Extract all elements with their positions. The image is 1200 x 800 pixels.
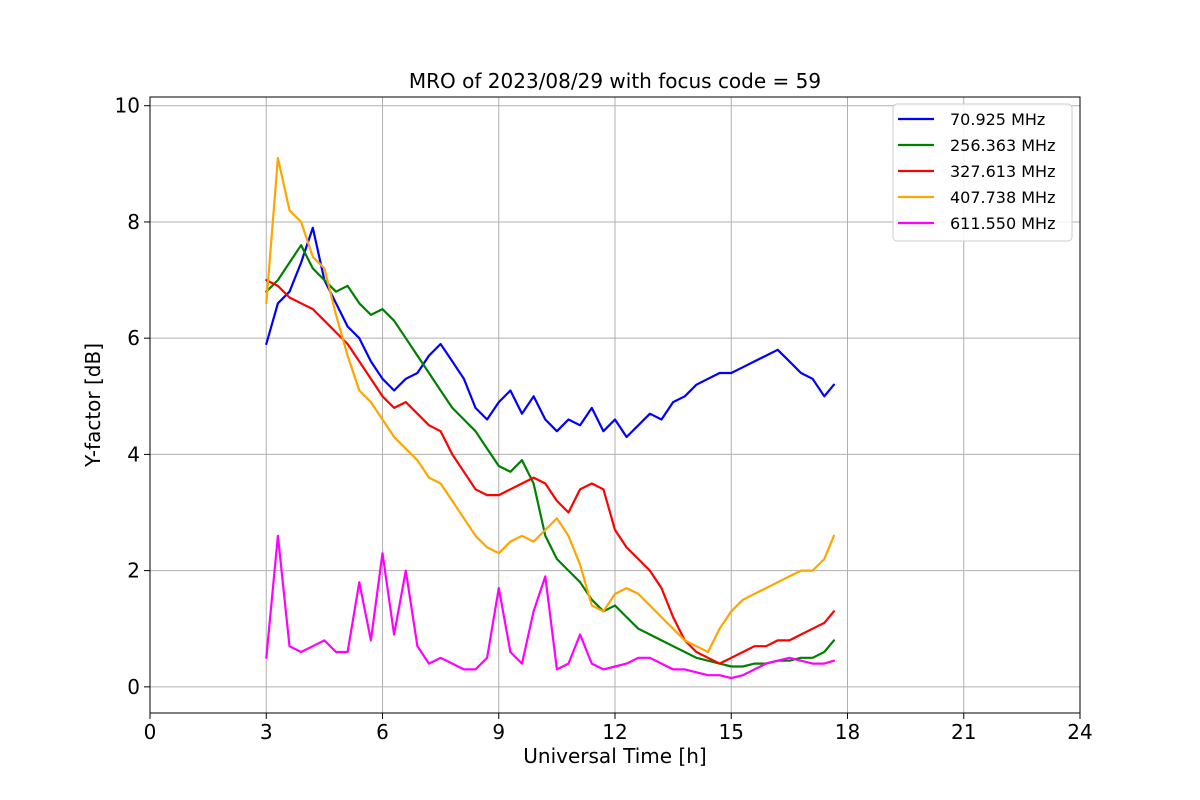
y-tick-label: 8 (127, 210, 140, 234)
x-tick-label: 6 (376, 720, 389, 744)
x-axis-ticks: 0 3 6 9 12 15 18 21 24 (144, 713, 1093, 744)
series-line-4 (265, 534, 836, 680)
series-line-0 (265, 226, 836, 439)
y-axis-label: Y-factor [dB] (81, 343, 105, 468)
x-tick-label: 12 (602, 720, 627, 744)
x-tick-label: 24 (1067, 720, 1092, 744)
y-tick-label: 6 (127, 326, 140, 350)
legend: 70.925 MHz 256.363 MHz 327.613 MHz 407.738 … (892, 103, 1073, 242)
x-tick-label: 9 (492, 720, 505, 744)
legend-label-4: 611.550 MHz (950, 214, 1055, 233)
legend-label-3: 407.738 MHz (950, 188, 1055, 207)
legend-box (892, 103, 1073, 242)
x-tick-label: 0 (144, 720, 157, 744)
series-line-1 (265, 244, 836, 668)
y-tick-label: 0 (127, 675, 140, 699)
y-tick-label: 10 (115, 94, 140, 118)
x-tick-label: 21 (951, 720, 976, 744)
series-line-3 (265, 156, 836, 654)
plot-area (265, 156, 836, 680)
legend-label-2: 327.613 MHz (950, 162, 1055, 181)
legend-label-1: 256.363 MHz (950, 136, 1055, 155)
legend-label-0: 70.925 MHz (950, 110, 1045, 129)
x-tick-label: 18 (835, 720, 860, 744)
series-group (265, 156, 836, 680)
x-axis-label: Universal Time [h] (523, 744, 706, 768)
x-tick-label: 3 (260, 720, 273, 744)
x-tick-label: 15 (719, 720, 744, 744)
y-tick-label: 4 (127, 442, 140, 466)
y-axis-ticks: 0 2 4 6 8 10 (115, 94, 150, 699)
y-tick-label: 2 (127, 559, 140, 583)
series-line-2 (265, 279, 836, 665)
chart-title: MRO of 2023/08/29 with focus code = 59 (409, 69, 821, 93)
